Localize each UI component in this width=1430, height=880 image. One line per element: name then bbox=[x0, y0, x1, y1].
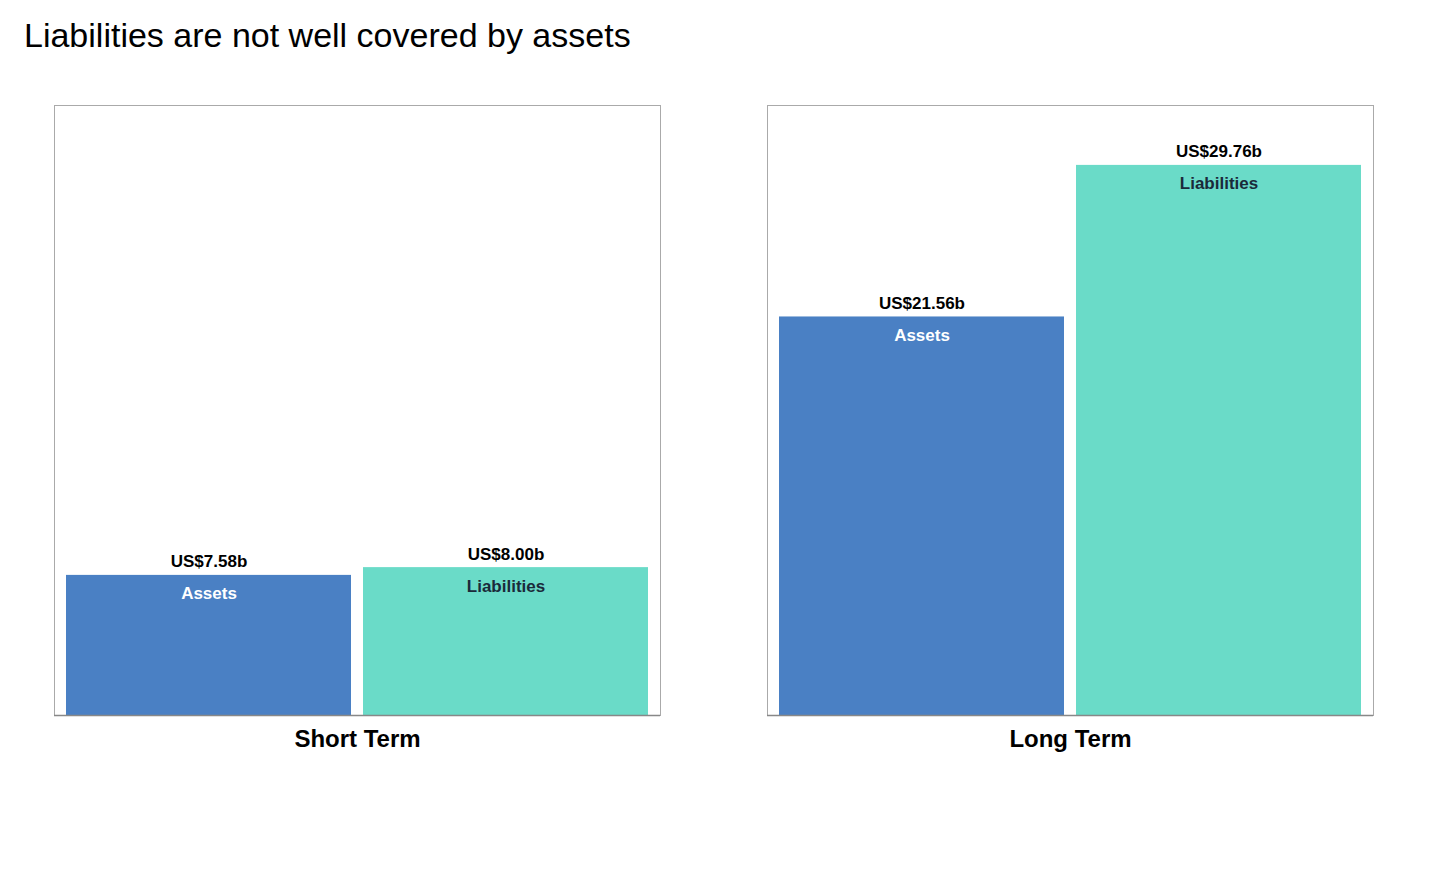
svg-text:US$7.58b: US$7.58b bbox=[171, 552, 248, 571]
svg-text:US$21.56b: US$21.56b bbox=[879, 294, 965, 313]
svg-text:Liabilities: Liabilities bbox=[1180, 174, 1258, 193]
svg-text:Long Term: Long Term bbox=[1009, 725, 1131, 752]
svg-text:Short Term: Short Term bbox=[294, 725, 420, 752]
svg-text:Assets: Assets bbox=[894, 326, 950, 345]
html-text:Liabilities are not well cover: Liabilities are not well covered by asse… bbox=[24, 16, 631, 54]
svg-text:US$29.76b: US$29.76b bbox=[1176, 142, 1262, 161]
svg-text:Assets: Assets bbox=[181, 584, 237, 603]
svg-text:Liabilities: Liabilities bbox=[467, 577, 545, 596]
svg-text:US$8.00b: US$8.00b bbox=[468, 545, 545, 564]
